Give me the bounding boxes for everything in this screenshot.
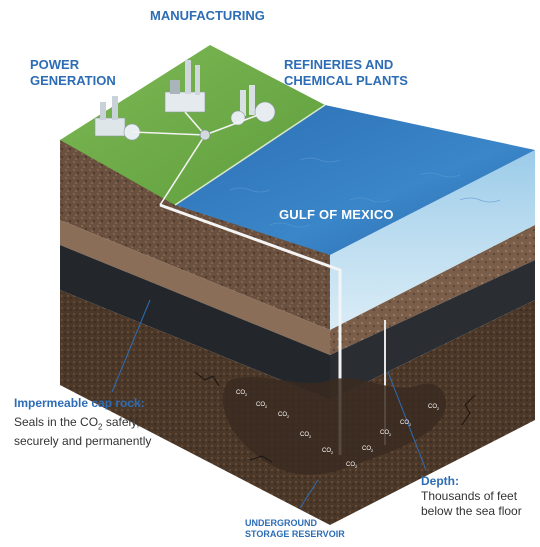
co2-marker: CO2 bbox=[278, 412, 290, 420]
right-sandstone-layer bbox=[330, 225, 535, 355]
refineries-line-2: CHEMICAL PLANTS bbox=[284, 73, 408, 88]
power-generation-label: POWER GENERATION bbox=[30, 57, 116, 89]
left-sandstone-layer bbox=[60, 220, 330, 355]
shoreline bbox=[174, 104, 326, 206]
manufacturing-plant-icon bbox=[164, 60, 206, 113]
co2-marker: CO2 bbox=[300, 432, 312, 440]
power-generation-line-1: POWER bbox=[30, 57, 80, 72]
left-cap-rock-layer bbox=[60, 245, 330, 400]
refinery-icon bbox=[230, 85, 276, 126]
right-cap-rock-layer bbox=[330, 260, 535, 400]
refineries-line-1: REFINERIES AND bbox=[284, 57, 394, 72]
cap-rock-text-line-2: securely and permanently bbox=[14, 434, 152, 449]
cap-rock-callout: Impermeable cap rock: Seals in the CO2 s… bbox=[14, 396, 151, 449]
right-water-side bbox=[330, 150, 535, 330]
co2-marker: CO2 bbox=[428, 404, 440, 412]
depth-callout: Depth: Thousands of feet below the sea f… bbox=[421, 474, 522, 519]
left-topsoil-layer bbox=[60, 140, 330, 330]
gulf-of-mexico-label: GULF OF MEXICO bbox=[279, 207, 394, 222]
co2-marker: CO2 bbox=[362, 446, 374, 454]
left-reservoir-layer bbox=[60, 290, 330, 525]
gulf-water-surface bbox=[175, 105, 535, 255]
cap-rock-text-line-1: Seals in the CO2 safely, bbox=[14, 415, 140, 432]
pipeline-hub-icon bbox=[199, 129, 211, 141]
depth-text-line-1: Thousands of feet bbox=[421, 489, 518, 503]
co2-marker: CO2 bbox=[236, 390, 248, 398]
block-right-face bbox=[330, 150, 535, 525]
manufacturing-label: MANUFACTURING bbox=[150, 8, 265, 23]
co2-marker: CO2 bbox=[322, 448, 334, 456]
co2-marker: CO2 bbox=[256, 402, 268, 410]
block-left-face bbox=[60, 140, 330, 525]
power-generation-line-2: GENERATION bbox=[30, 73, 116, 88]
depth-leader-line bbox=[387, 371, 427, 471]
reservoir-label: UNDERGROUND STORAGE RESERVOIR bbox=[245, 518, 345, 540]
co2-marker: CO2 bbox=[400, 420, 412, 428]
cap-rock-title: Impermeable cap rock: bbox=[14, 396, 145, 410]
depth-title: Depth: bbox=[421, 474, 459, 488]
co2-marker: CO2 bbox=[380, 430, 392, 438]
cap-rock-leader-line bbox=[111, 299, 151, 393]
reservoir-fractures bbox=[194, 371, 476, 463]
co2-marker: CO2 bbox=[346, 462, 358, 470]
water-waves bbox=[229, 157, 501, 228]
reservoir-line-1: UNDERGROUND bbox=[245, 518, 317, 528]
depth-text-line-2: below the sea floor bbox=[421, 504, 522, 518]
co2-plume bbox=[222, 377, 447, 475]
reservoir-leader-line bbox=[299, 479, 319, 509]
reservoir-line-2: STORAGE RESERVOIR bbox=[245, 529, 345, 539]
land-surface bbox=[60, 45, 325, 205]
refineries-label: REFINERIES AND CHEMICAL PLANTS bbox=[284, 57, 408, 89]
